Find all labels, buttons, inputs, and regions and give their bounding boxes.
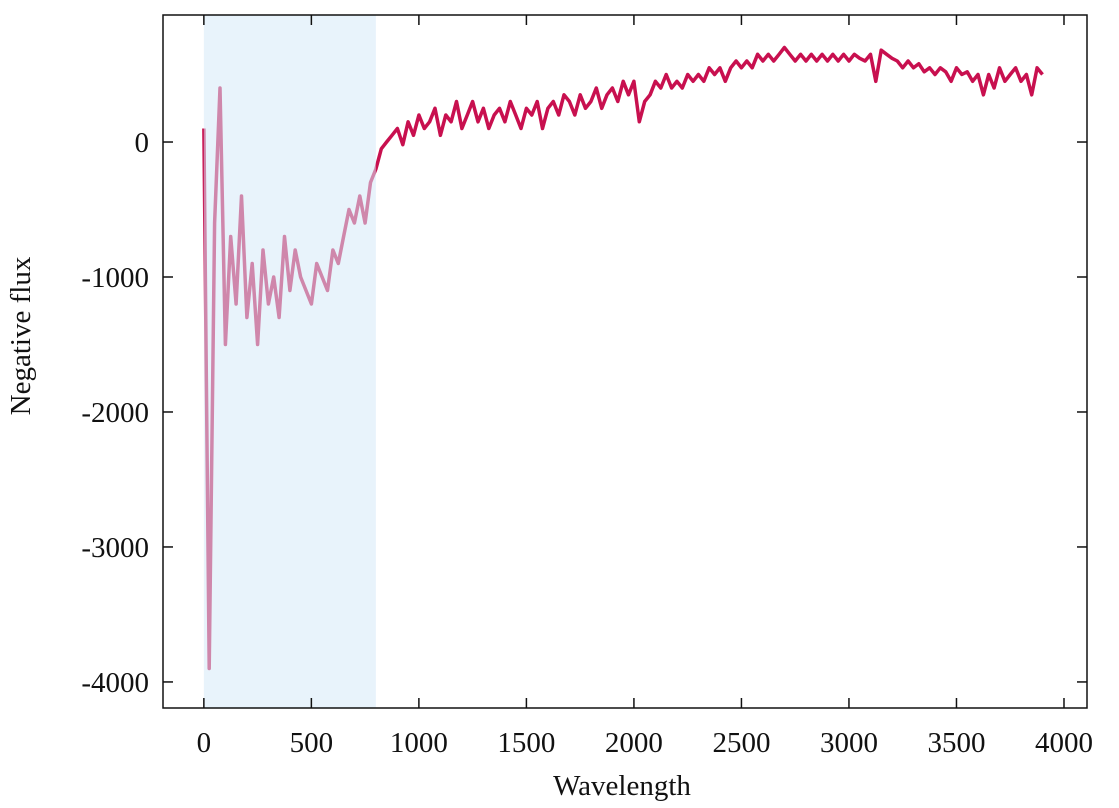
x-tick-label: 1500 [497, 727, 555, 759]
y-tick-label: -1000 [81, 262, 149, 294]
x-tick-label: 1000 [390, 727, 448, 759]
y-tick-label: -2000 [81, 397, 149, 429]
x-tick-label: 3500 [927, 727, 985, 759]
x-tick-label: 2500 [712, 727, 770, 759]
x-tick-label: 500 [290, 727, 334, 759]
y-tick-label: -4000 [81, 667, 149, 699]
x-tick-label: 4000 [1035, 727, 1093, 759]
x-tick-label: 0 [197, 727, 212, 759]
x-tick-label: 2000 [605, 727, 663, 759]
y-tick-label: 0 [135, 127, 150, 159]
y-axis-label: Negative flux [5, 256, 37, 415]
x-axis-label: Wavelength [553, 770, 691, 802]
y-tick-label: -3000 [81, 532, 149, 564]
highlight-span [203, 15, 376, 708]
plot-frame [162, 14, 1088, 709]
x-tick-label: 3000 [820, 727, 878, 759]
